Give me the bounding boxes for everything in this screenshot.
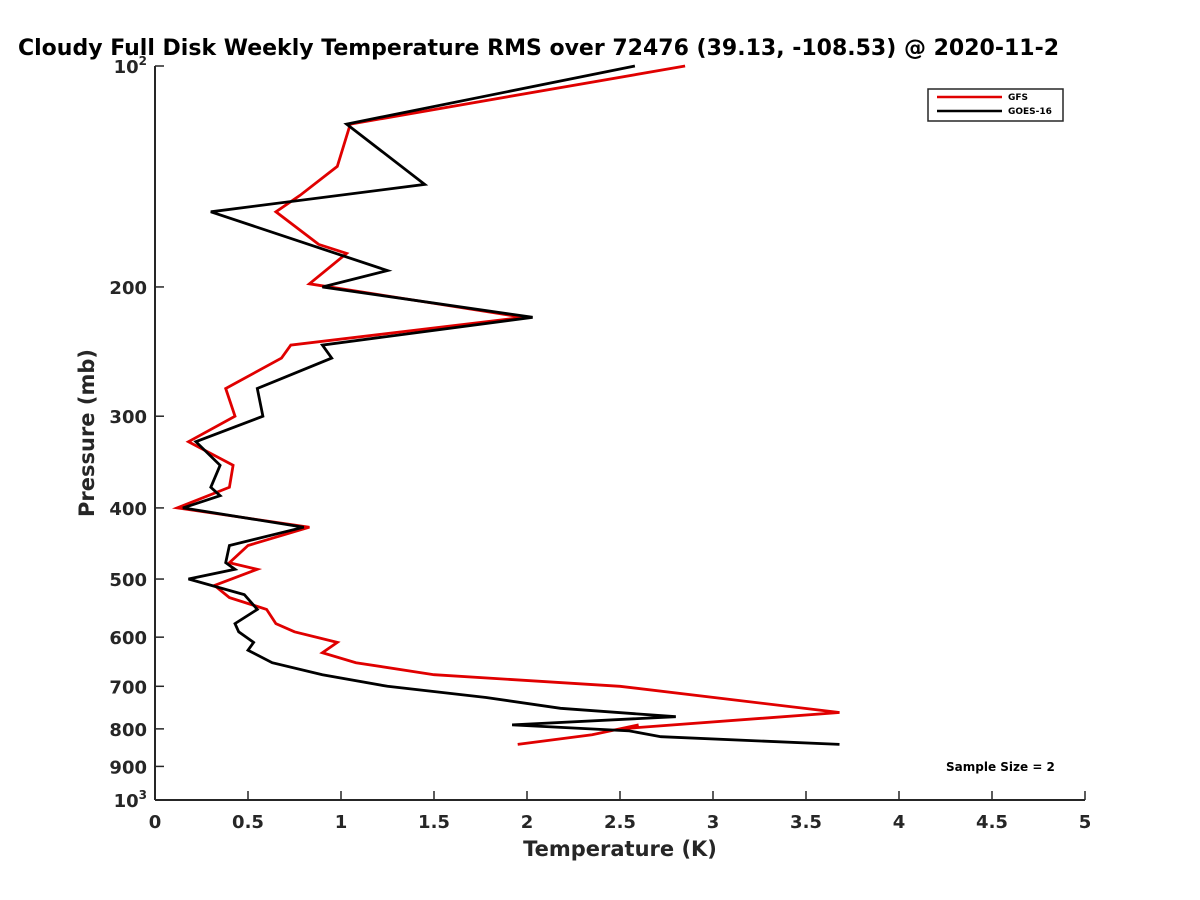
x-ticks: 0 0.5 1 1.5 2 2.5 3 3.5 4 4.5 5 (149, 791, 1092, 833)
legend-box (927, 88, 1064, 122)
sample-size-annotation: Sample Size = 2 (946, 760, 1055, 774)
y-tick-label: 700 (109, 677, 147, 698)
y-tick-label: 800 (109, 720, 147, 741)
legend: GFS GOES-16 (927, 88, 1064, 122)
x-tick-label: 5 (1079, 812, 1092, 833)
chart-title: Cloudy Full Disk Weekly Temperature RMS … (18, 36, 1059, 61)
x-tick-label: 1 (335, 812, 348, 833)
x-tick-label: 4 (893, 812, 906, 833)
series-line-goes-16 (182, 64, 840, 746)
y-tick-label: 103 (114, 788, 147, 812)
x-tick-label: 0.5 (232, 812, 264, 833)
x-tick-label: 0 (149, 812, 162, 833)
y-tick-label: 400 (109, 499, 147, 520)
series-layer (171, 64, 840, 746)
x-tick-label: 4.5 (976, 812, 1008, 833)
x-tick-label: 2.5 (604, 812, 636, 833)
x-axis-label: Temperature (K) (523, 837, 717, 861)
y-axis-label: Pressure (mb) (75, 349, 99, 517)
series-line-gfs (171, 64, 840, 746)
x-tick-label: 3.5 (790, 812, 822, 833)
legend-label-goes16: GOES-16 (1008, 107, 1052, 117)
y-tick-label: 500 (109, 570, 147, 591)
legend-label-gfs: GFS (1008, 93, 1028, 103)
y-tick-label: 200 (109, 278, 147, 299)
y-tick-label: 600 (109, 628, 147, 649)
y-tick-label: 300 (109, 407, 147, 428)
x-tick-label: 2 (521, 812, 534, 833)
x-tick-label: 1.5 (418, 812, 450, 833)
y-tick-label: 900 (109, 757, 147, 778)
y-ticks: 102 200 300 400 500 600 700 800 900 103 (109, 54, 164, 812)
x-tick-label: 3 (707, 812, 720, 833)
y-tick-label: 102 (114, 54, 147, 78)
